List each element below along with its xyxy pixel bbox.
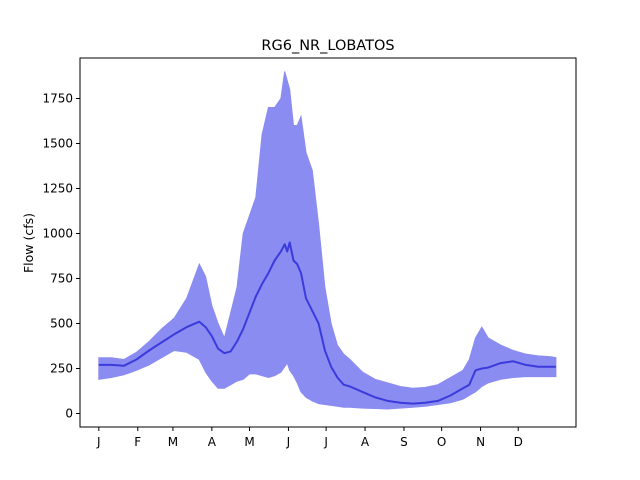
y-axis-label: Flow (cfs): [21, 213, 36, 273]
y-tick-label: 1250: [42, 182, 73, 196]
x-tick-label: J: [286, 435, 291, 449]
x-tick-label: S: [400, 435, 408, 449]
y-tick-label: 500: [50, 317, 73, 331]
chart-title: RG6_NR_LOBATOS: [261, 38, 394, 54]
x-tick-label: A: [208, 435, 217, 449]
y-tick-label: 1500: [42, 137, 73, 151]
x-tick-label: D: [514, 435, 523, 449]
plot-frame: [79, 57, 577, 428]
x-tick-label: F: [134, 435, 141, 449]
x-tick-label: M: [168, 435, 178, 449]
flow-range-band: [98, 71, 557, 410]
y-tick-label: 750: [50, 272, 73, 286]
median-flow-line: [98, 241, 556, 405]
x-tick-label: O: [437, 435, 446, 449]
y-tick-label: 0: [65, 407, 73, 421]
x-tick-label: A: [361, 435, 370, 449]
x-tick-label: J: [323, 435, 328, 449]
x-tick-label: J: [96, 435, 101, 449]
x-tick-label: N: [476, 435, 485, 449]
y-axis: 0 250 500 750 1000 1250 1500 1750: [42, 92, 80, 421]
y-tick-label: 1750: [42, 92, 73, 106]
plot-area: [98, 71, 557, 410]
x-tick-label: M: [244, 435, 254, 449]
y-tick-label: 1000: [42, 227, 73, 241]
y-tick-label: 250: [50, 362, 73, 376]
